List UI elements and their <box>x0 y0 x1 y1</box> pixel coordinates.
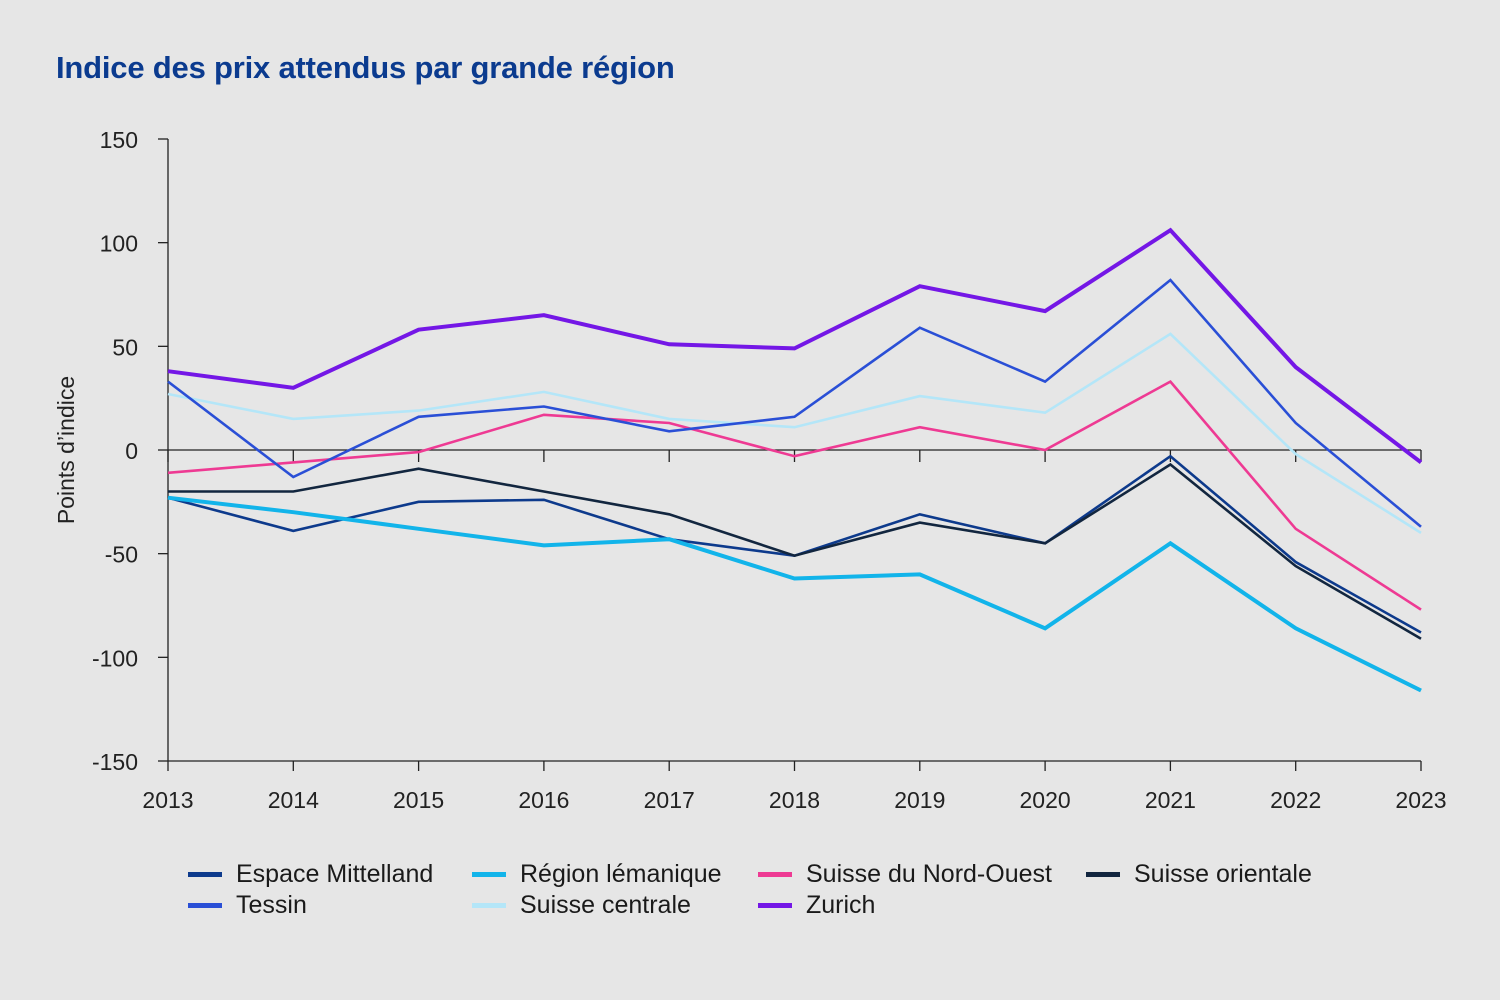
x-tick-label: 2023 <box>1395 787 1446 813</box>
legend-swatch <box>1086 872 1120 877</box>
legend-swatch <box>758 903 792 908</box>
x-tick-label: 2014 <box>268 787 319 813</box>
legend-label: Espace Mittelland <box>236 860 434 888</box>
y-tick-label: -100 <box>92 645 138 671</box>
x-tick-label: 2015 <box>393 787 444 813</box>
y-tick-label: 100 <box>100 231 138 257</box>
x-tick-label: 2021 <box>1145 787 1196 813</box>
legend-swatch <box>758 872 792 877</box>
x-tick-label: 2013 <box>142 787 193 813</box>
y-tick-label: 150 <box>100 127 138 153</box>
x-tick-label: 2016 <box>518 787 569 813</box>
legend-swatch <box>472 903 506 908</box>
legend-label: Suisse du Nord-Ouest <box>806 860 1052 888</box>
x-tick-label: 2022 <box>1270 787 1321 813</box>
legend-swatch <box>188 872 222 877</box>
y-axis-label: Points d’indice <box>53 376 79 524</box>
legend-item: Espace Mittelland <box>188 860 433 889</box>
series-line-suisse-centrale <box>167 332 1422 535</box>
legend-label: Suisse orientale <box>1134 860 1312 888</box>
x-tick-label: 2017 <box>644 787 695 813</box>
y-tick-label: 50 <box>112 334 138 360</box>
legend-item: Suisse orientale <box>1086 860 1312 889</box>
y-tick-label: 0 <box>125 438 138 464</box>
y-tick-label: -150 <box>92 749 138 775</box>
legend-label: Zurich <box>806 891 876 919</box>
series-line-suisse-orientale <box>168 462 1422 640</box>
legend-item: Zurich <box>758 891 875 920</box>
legend-swatch <box>188 903 222 908</box>
x-tick-label: 2018 <box>769 787 820 813</box>
legend-swatch <box>472 872 506 877</box>
series-line-espace-mittelland <box>167 454 1422 634</box>
legend-label: Tessin <box>236 891 307 919</box>
x-tick-label: 2019 <box>894 787 945 813</box>
legend-item: Tessin <box>188 891 307 920</box>
legend-item: Région lémanique <box>472 860 722 889</box>
y-tick-label: -50 <box>105 542 138 568</box>
series-line-tessin <box>167 278 1422 528</box>
legend-item: Suisse du Nord-Ouest <box>758 860 1052 889</box>
x-tick-label: 2020 <box>1020 787 1071 813</box>
series-line-r-gion-l-manique <box>167 495 1422 693</box>
legend-label: Région lémanique <box>520 860 722 888</box>
legend-label: Suisse centrale <box>520 891 691 919</box>
legend-item: Suisse centrale <box>472 891 691 920</box>
chart-title: Indice des prix attendus par grande régi… <box>56 50 675 85</box>
